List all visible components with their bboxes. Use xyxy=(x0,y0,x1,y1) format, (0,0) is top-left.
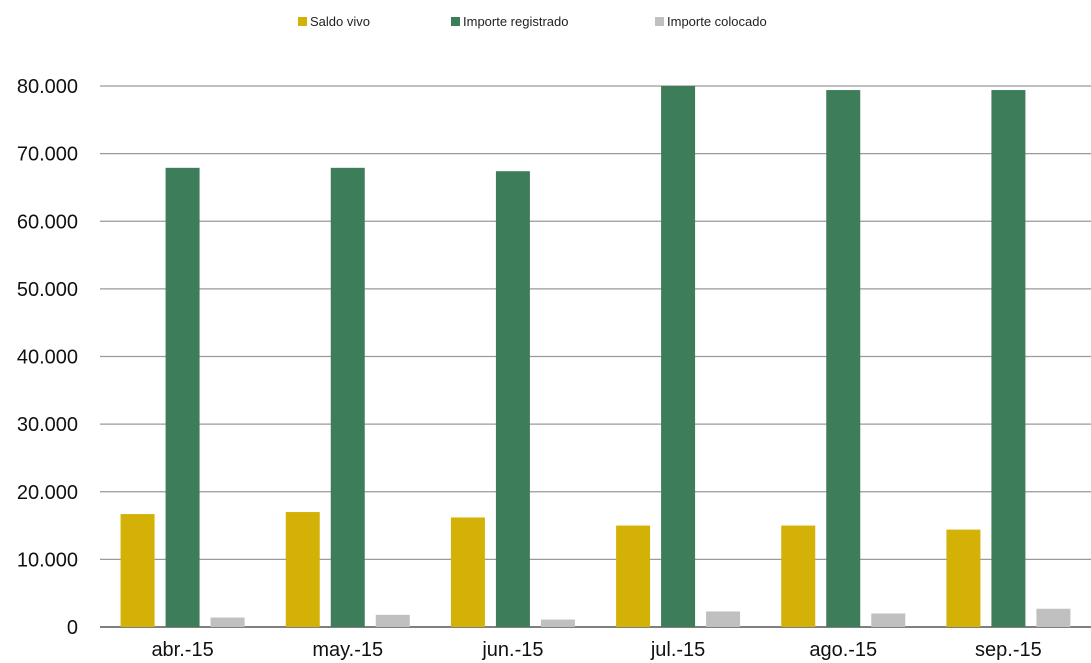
bar-importe-colocado xyxy=(1036,608,1071,627)
legend-swatch-importe-colocado xyxy=(655,17,664,26)
bar-saldo-vivo xyxy=(450,517,485,627)
bar-importe-registrado xyxy=(495,171,530,627)
bar-saldo-vivo xyxy=(946,529,981,627)
y-tick-label: 10.000 xyxy=(17,549,78,571)
x-axis-tick-labels: abr.-15 may.-15 jun.-15 jul.-15 ago.-15 sep.-… xyxy=(151,639,1041,661)
y-tick-label: 80.000 xyxy=(17,76,78,98)
legend-label-importe-registrado: Importe registrado xyxy=(463,14,569,29)
y-tick-label: 50.000 xyxy=(17,279,78,301)
legend-item-saldo-vivo: Saldo vivo xyxy=(298,14,370,29)
bar-importe-registrado xyxy=(661,86,696,627)
x-tick-label: abr.-15 xyxy=(151,639,213,661)
x-tick-label: may.-15 xyxy=(312,639,383,661)
x-tick-label: jun.-15 xyxy=(481,639,543,661)
legend-label-saldo-vivo: Saldo vivo xyxy=(310,14,370,29)
y-tick-label: 60.000 xyxy=(17,211,78,233)
legend-item-importe-colocado: Importe colocado xyxy=(655,14,767,29)
x-tick-label: jul.-15 xyxy=(650,639,705,661)
x-tick-label: ago.-15 xyxy=(809,639,877,661)
y-tick-label: 30.000 xyxy=(17,414,78,436)
legend: Saldo vivo Importe registrado Importe co… xyxy=(0,14,1091,34)
bar-importe-registrado xyxy=(826,90,861,628)
y-tick-label: 40.000 xyxy=(17,347,78,369)
legend-swatch-importe-registrado xyxy=(451,17,460,26)
bar-importe-registrado xyxy=(991,90,1026,628)
legend-swatch-saldo-vivo xyxy=(298,17,307,26)
bar-saldo-vivo xyxy=(285,512,320,627)
bar-importe-registrado xyxy=(330,167,365,628)
bar-saldo-vivo xyxy=(616,525,651,627)
gridlines xyxy=(100,85,1091,628)
bar-importe-colocado xyxy=(706,611,741,627)
y-tick-label: 20.000 xyxy=(17,482,78,504)
bars xyxy=(120,86,1071,628)
legend-item-importe-registrado: Importe registrado xyxy=(451,14,569,29)
y-tick-label: 70.000 xyxy=(17,144,78,166)
x-tick-label: sep.-15 xyxy=(975,639,1042,661)
bar-importe-colocado xyxy=(210,617,245,627)
bar-importe-colocado xyxy=(540,619,575,627)
y-tick-label: 0 xyxy=(67,617,78,639)
bar-importe-colocado xyxy=(375,614,410,627)
y-axis-tick-labels: 0 10.000 20.000 30.000 40.000 50.000 60.000 70.… xyxy=(17,76,78,639)
bar-importe-registrado xyxy=(165,167,200,628)
legend-label-importe-colocado: Importe colocado xyxy=(667,14,767,29)
bar-importe-colocado xyxy=(871,613,906,627)
bar-saldo-vivo xyxy=(120,514,155,627)
bar-saldo-vivo xyxy=(781,525,816,627)
